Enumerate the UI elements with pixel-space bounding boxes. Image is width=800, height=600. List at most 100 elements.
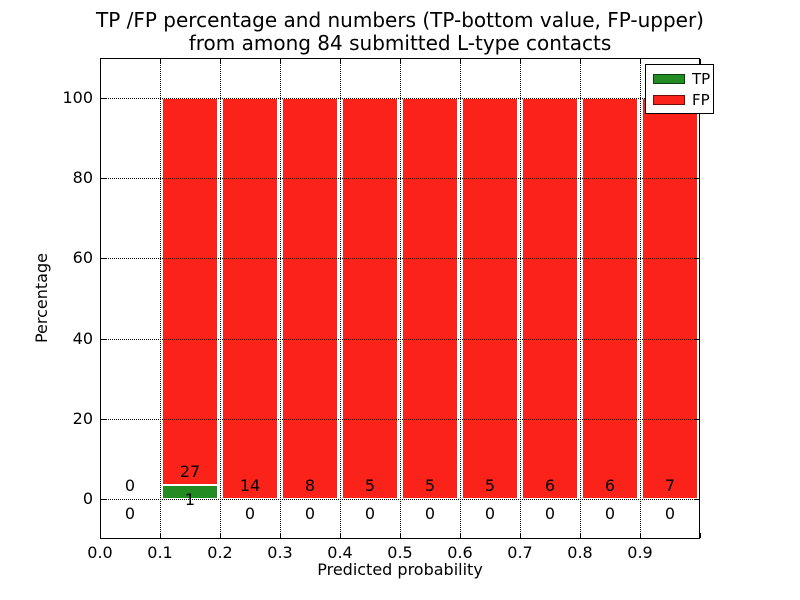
x-tick-top bbox=[700, 59, 701, 64]
y-tick-left bbox=[101, 419, 106, 420]
tp-count-label: 0 bbox=[544, 504, 556, 523]
tp-count-label: 0 bbox=[604, 504, 616, 523]
x-tick-bottom bbox=[220, 533, 221, 538]
y-axis-label: Percentage bbox=[32, 253, 51, 344]
y-tick-right bbox=[694, 339, 699, 340]
tp-count-label: 0 bbox=[484, 504, 496, 523]
y-tick-right bbox=[694, 178, 699, 179]
x-tick-bottom bbox=[400, 533, 401, 538]
y-tick-label: 40 bbox=[72, 329, 93, 348]
x-tick-bottom bbox=[700, 533, 701, 538]
chart-title: TP /FP percentage and numbers (TP-bottom… bbox=[0, 9, 800, 55]
x-tick-bottom bbox=[280, 533, 281, 538]
fp-count-label: 14 bbox=[239, 476, 261, 495]
grid-line-vertical bbox=[520, 59, 521, 538]
fp-count-label: 6 bbox=[544, 476, 556, 495]
grid-line-horizontal bbox=[101, 339, 699, 340]
chart-title-line2: from among 84 submitted L-type contacts bbox=[188, 31, 612, 55]
x-tick-label: 0.2 bbox=[207, 543, 233, 562]
tp-count-label: 0 bbox=[424, 504, 436, 523]
x-tick-top bbox=[160, 59, 161, 64]
x-tick-top bbox=[100, 59, 101, 64]
x-tick-top bbox=[460, 59, 461, 64]
fp-count-label: 0 bbox=[124, 476, 136, 495]
grid-line-vertical bbox=[640, 59, 641, 538]
fp-count-label: 5 bbox=[424, 476, 436, 495]
x-tick-top bbox=[640, 59, 641, 64]
x-tick-label: 0.1 bbox=[147, 543, 173, 562]
fp-bar-segment bbox=[342, 98, 398, 499]
grid-line-horizontal bbox=[101, 419, 699, 420]
x-tick-label: 0.9 bbox=[627, 543, 653, 562]
legend-label: FP bbox=[692, 91, 710, 109]
legend-item-tp: TP bbox=[653, 71, 713, 87]
legend-item-fp: FP bbox=[653, 92, 713, 108]
y-tick-right bbox=[694, 419, 699, 420]
fp-count-label: 6 bbox=[604, 476, 616, 495]
legend-label: TP bbox=[692, 70, 711, 88]
grid-line-horizontal bbox=[101, 178, 699, 179]
fp-count-label: 27 bbox=[179, 462, 201, 481]
y-tick-label: 20 bbox=[72, 409, 93, 428]
fp-bar-segment bbox=[282, 98, 338, 499]
grid-line-horizontal bbox=[101, 258, 699, 259]
y-tick-left bbox=[101, 499, 106, 500]
x-axis-label: Predicted probability bbox=[317, 560, 483, 579]
fp-bar-segment bbox=[642, 98, 698, 499]
tp-count-label: 0 bbox=[664, 504, 676, 523]
tp-count-label: 1 bbox=[184, 490, 196, 509]
fp-legend-swatch bbox=[653, 95, 685, 105]
tp-legend-swatch bbox=[653, 74, 685, 84]
tp-count-label: 0 bbox=[244, 504, 256, 523]
x-tick-top bbox=[220, 59, 221, 64]
x-tick-label: 0.5 bbox=[387, 543, 413, 562]
y-tick-label: 80 bbox=[72, 168, 93, 187]
x-tick-label: 0.8 bbox=[567, 543, 593, 562]
x-tick-top bbox=[340, 59, 341, 64]
fp-count-label: 8 bbox=[304, 476, 316, 495]
grid-line-vertical bbox=[220, 59, 221, 538]
x-tick-bottom bbox=[520, 533, 521, 538]
fp-count-label: 5 bbox=[364, 476, 376, 495]
y-tick-label: 0 bbox=[82, 489, 93, 508]
y-tick-label: 60 bbox=[72, 248, 93, 267]
tp-count-label: 0 bbox=[124, 504, 136, 523]
chart-title-line1: TP /FP percentage and numbers (TP-bottom… bbox=[96, 8, 704, 32]
x-tick-bottom bbox=[460, 533, 461, 538]
y-tick-left bbox=[101, 258, 106, 259]
fp-bar-segment bbox=[582, 98, 638, 499]
fp-bar-segment bbox=[162, 98, 218, 485]
grid-line-vertical bbox=[280, 59, 281, 538]
x-tick-bottom bbox=[340, 533, 341, 538]
legend: TP FP bbox=[645, 64, 714, 114]
y-tick-left bbox=[101, 178, 106, 179]
x-tick-top bbox=[400, 59, 401, 64]
x-tick-bottom bbox=[640, 533, 641, 538]
grid-line-vertical bbox=[400, 59, 401, 538]
fp-count-label: 5 bbox=[484, 476, 496, 495]
tp-count-label: 0 bbox=[364, 504, 376, 523]
grid-line-vertical bbox=[340, 59, 341, 538]
fp-bar-segment bbox=[402, 98, 458, 499]
x-tick-label: 0.0 bbox=[87, 543, 113, 562]
y-tick-right bbox=[694, 499, 699, 500]
y-tick-left bbox=[101, 98, 106, 99]
x-tick-bottom bbox=[580, 533, 581, 538]
x-tick-label: 0.7 bbox=[507, 543, 533, 562]
x-tick-top bbox=[580, 59, 581, 64]
grid-line-vertical bbox=[160, 59, 161, 538]
x-tick-top bbox=[520, 59, 521, 64]
grid-line-horizontal bbox=[101, 98, 699, 99]
tp-count-label: 0 bbox=[304, 504, 316, 523]
grid-line-vertical bbox=[460, 59, 461, 538]
tp-bar-segment bbox=[162, 485, 218, 499]
x-tick-label: 0.6 bbox=[447, 543, 473, 562]
fp-bar-segment bbox=[222, 98, 278, 499]
x-tick-label: 0.4 bbox=[327, 543, 353, 562]
x-tick-label: 0.3 bbox=[267, 543, 293, 562]
y-tick-right bbox=[694, 258, 699, 259]
x-tick-bottom bbox=[160, 533, 161, 538]
fp-bar-segment bbox=[462, 98, 518, 499]
y-tick-label: 100 bbox=[62, 88, 93, 107]
